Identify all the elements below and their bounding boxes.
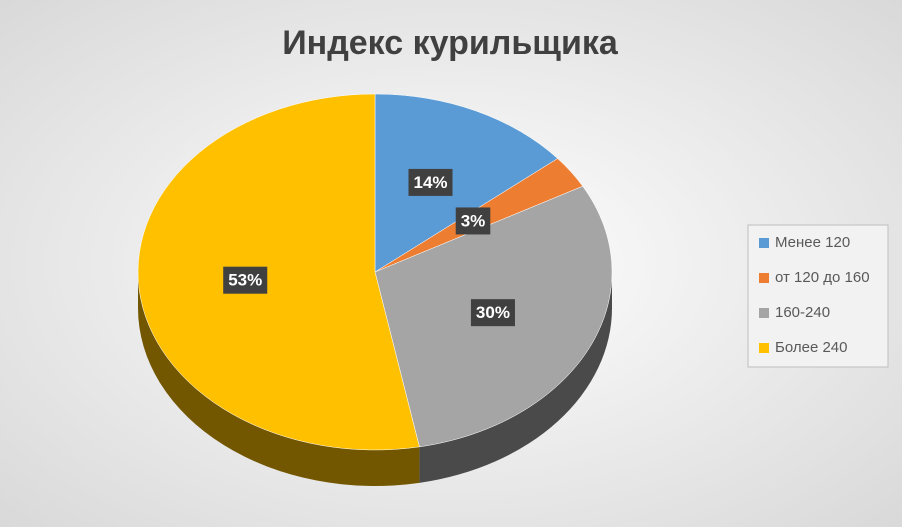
legend-swatch [759, 273, 769, 283]
chart-title: Индекс курильщика [282, 24, 619, 62]
pie-side [138, 272, 420, 487]
legend: Менее 120 от 120 до 160 160-240 Более 240 [759, 234, 870, 356]
data-label-bg [470, 299, 515, 327]
legend-swatch [759, 308, 769, 318]
pie-slice [137, 93, 420, 451]
pie-tops [137, 93, 613, 451]
legend-label: Более 240 [775, 339, 848, 356]
data-label: 14% [413, 173, 447, 192]
legend-swatch [759, 238, 769, 248]
pie-slice [374, 93, 559, 273]
legend-label: Менее 120 [775, 234, 850, 251]
pie-sides [138, 272, 612, 487]
data-label-bg [408, 168, 453, 196]
data-label-bg [455, 207, 491, 235]
data-label: 30% [476, 303, 510, 322]
data-label: 3% [461, 211, 486, 230]
legend-label: 160-240 [775, 304, 830, 321]
legend-label: от 120 до 160 [775, 269, 870, 286]
legend-box [747, 224, 889, 368]
data-label-bg [223, 266, 268, 294]
legend-swatch [759, 343, 769, 353]
data-label: 53% [228, 271, 262, 290]
pie-side [419, 272, 612, 483]
data-labels: 14% 3% 30% 53% [223, 168, 515, 327]
